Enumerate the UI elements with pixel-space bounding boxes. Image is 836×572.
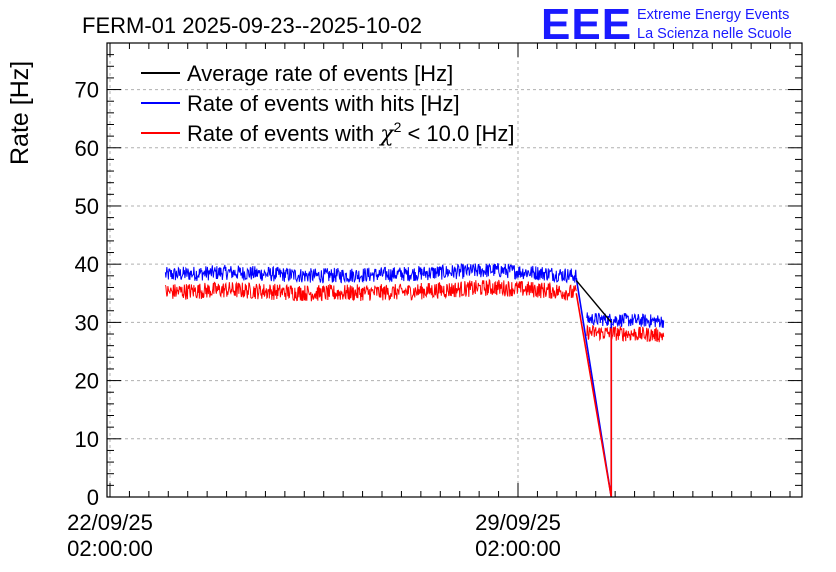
series-hits-segment-0 — [164, 262, 577, 284]
x-tick-label: 22/09/25 — [67, 510, 153, 535]
plot-frame — [106, 42, 803, 498]
org-line-1: Extreme Energy Events — [637, 7, 789, 23]
legend-label-average: Average rate of events [Hz] — [187, 61, 453, 86]
axis-ticks: 01020304050607022/09/2502:00:0029/09/250… — [67, 42, 802, 561]
y-axis-label: Rate [Hz] — [6, 61, 34, 165]
series-average-line — [575, 280, 612, 323]
y-tick-label: 40 — [75, 252, 99, 277]
y-tick-label: 50 — [75, 194, 99, 219]
x-tick-label: 29/09/25 — [475, 510, 561, 535]
series-layer — [164, 262, 665, 498]
chart-title: FERM-01 2025-09-23--2025-10-02 — [82, 13, 422, 38]
x-tick-label-time: 02:00:00 — [67, 536, 153, 561]
x-tick-label-time: 02:00:00 — [475, 536, 561, 561]
plot-border — [106, 42, 803, 498]
eee-logo: EEE — [541, 0, 632, 49]
org-line-2: La Scienza nelle Scuole — [637, 26, 792, 42]
grid — [107, 43, 802, 497]
legend-label-chi2: Rate of events with χ2 < 10.0 [Hz] — [187, 119, 514, 147]
y-tick-label: 10 — [75, 427, 99, 452]
series-hits-segment-1 — [586, 312, 665, 329]
series-chi2-segment-1 — [586, 324, 665, 343]
y-tick-label: 20 — [75, 369, 99, 394]
series-chi2-segment-0 — [164, 278, 577, 302]
y-tick-label: 0 — [87, 485, 99, 510]
y-tick-label: 60 — [75, 136, 99, 161]
legend: Average rate of events [Hz] Rate of even… — [141, 61, 514, 147]
y-tick-label: 70 — [75, 78, 99, 103]
y-tick-label: 30 — [75, 310, 99, 335]
legend-label-hits: Rate of events with hits [Hz] — [187, 91, 460, 116]
